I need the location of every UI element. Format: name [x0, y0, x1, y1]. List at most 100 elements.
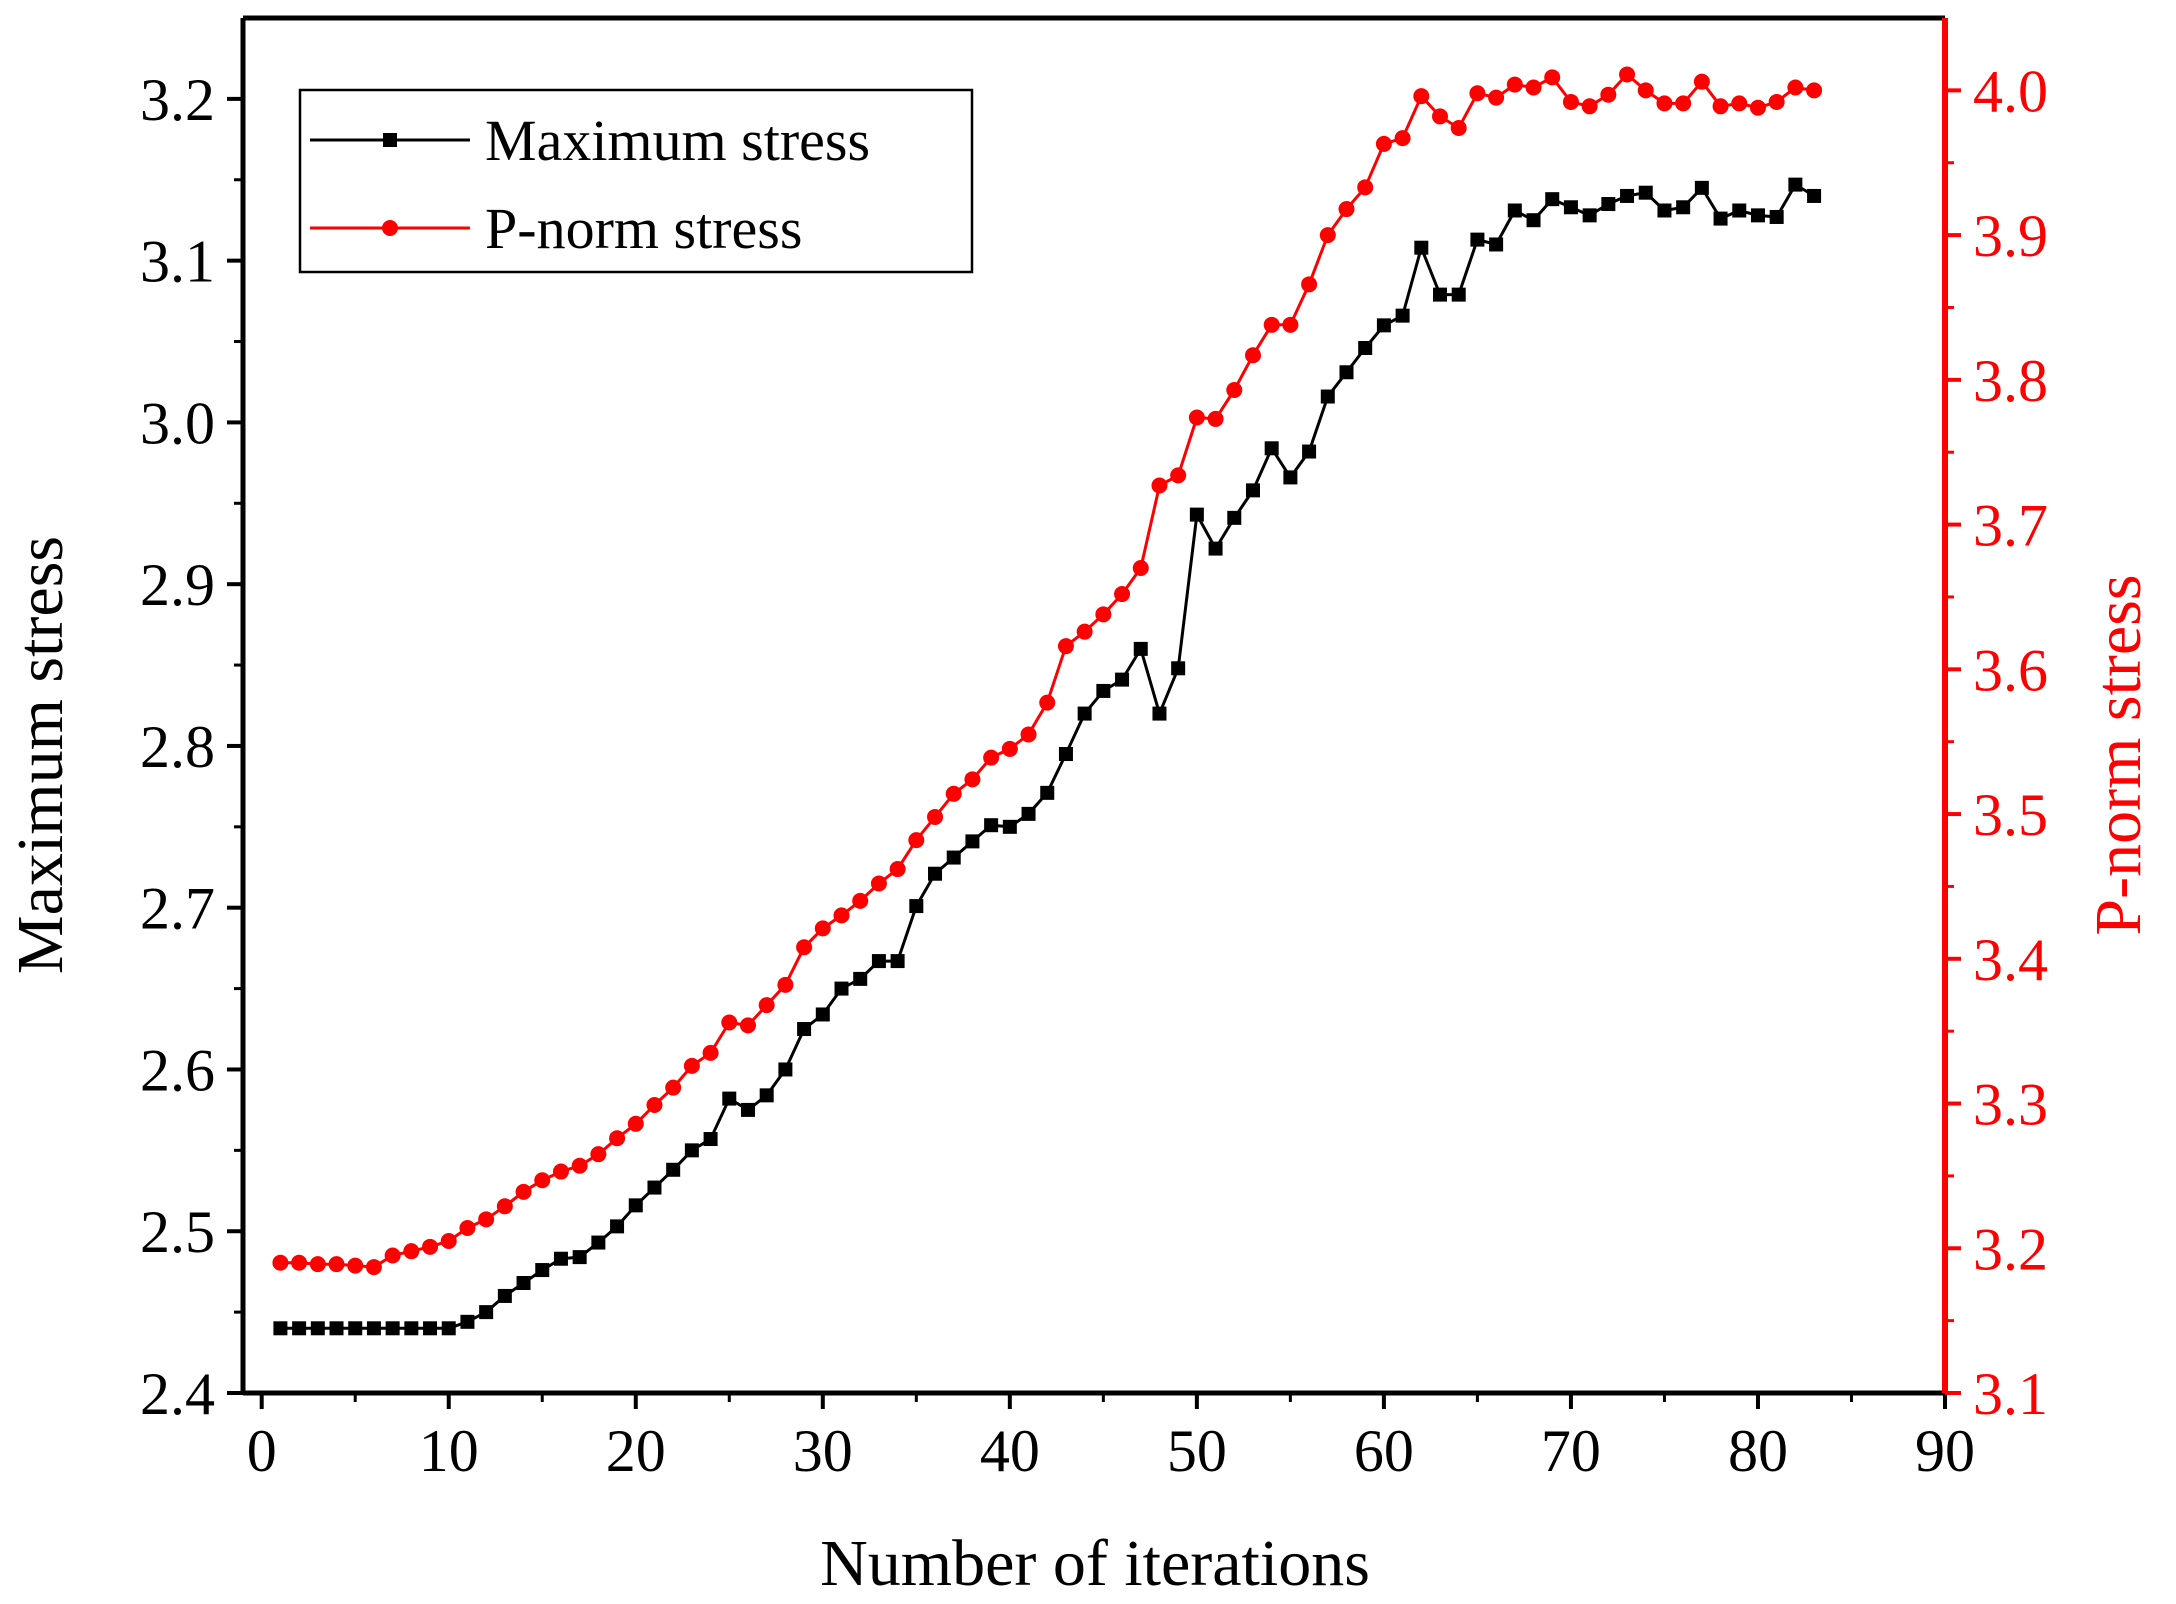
data-point-p-norm-stress-36	[927, 808, 944, 825]
data-point-p-norm-stress-80	[1749, 99, 1766, 116]
right-tick-label-3-3: 3.3	[1973, 1072, 2048, 1138]
left-tick-label-2-4: 2.4	[140, 1361, 215, 1427]
data-point-maximum-stress-22	[666, 1162, 681, 1177]
data-point-maximum-stress-51	[1208, 541, 1223, 556]
data-point-p-norm-stress-3	[309, 1256, 326, 1273]
x-tick-label-80: 80	[1728, 1418, 1788, 1484]
left-tick-label-2-5: 2.5	[140, 1199, 215, 1265]
data-point-p-norm-stress-5	[347, 1257, 364, 1274]
data-point-maximum-stress-67	[1507, 203, 1522, 218]
data-point-maximum-stress-1	[273, 1321, 288, 1336]
right-tick-label-3-7: 3.7	[1973, 493, 2048, 559]
data-point-p-norm-stress-58	[1338, 201, 1355, 218]
legend-marker-maximum-stress	[383, 133, 397, 147]
data-point-p-norm-stress-15	[534, 1172, 551, 1189]
data-point-maximum-stress-26	[740, 1102, 755, 1117]
data-point-maximum-stress-28	[778, 1062, 793, 1077]
data-point-maximum-stress-41	[1021, 806, 1036, 821]
data-point-p-norm-stress-1	[272, 1254, 289, 1271]
data-point-p-norm-stress-13	[496, 1198, 513, 1215]
data-point-p-norm-stress-44	[1076, 623, 1093, 640]
data-point-p-norm-stress-27	[758, 997, 775, 1014]
legend-label-maximum-stress: Maximum stress	[485, 108, 870, 173]
left-tick-label-2-6: 2.6	[140, 1037, 215, 1103]
data-point-p-norm-stress-30	[814, 920, 831, 937]
data-point-p-norm-stress-65	[1469, 85, 1486, 102]
data-point-maximum-stress-54	[1264, 441, 1279, 456]
data-point-maximum-stress-70	[1563, 200, 1578, 215]
data-point-p-norm-stress-50	[1188, 409, 1205, 426]
data-point-maximum-stress-15	[535, 1263, 550, 1278]
data-point-maximum-stress-10	[441, 1321, 456, 1336]
data-point-p-norm-stress-75	[1656, 95, 1673, 112]
data-point-p-norm-stress-38	[964, 771, 981, 788]
data-point-p-norm-stress-33	[870, 875, 887, 892]
data-point-maximum-stress-78	[1713, 211, 1728, 226]
data-point-maximum-stress-19	[610, 1219, 625, 1234]
data-point-p-norm-stress-41	[1020, 726, 1037, 743]
data-point-maximum-stress-23	[684, 1143, 699, 1158]
data-point-maximum-stress-13	[497, 1288, 512, 1303]
data-point-maximum-stress-63	[1433, 287, 1448, 302]
data-point-maximum-stress-74	[1638, 185, 1653, 200]
tick-layer	[227, 88, 1961, 1409]
right-tick-label-3-9: 3.9	[1973, 203, 2048, 269]
right-tick-label-3-4: 3.4	[1973, 927, 2048, 993]
label-layer: 0 10 20 30 40 50 60 70 80 90 2.4 2.5 2.6 2.7 2.8 2.9 3.0…	[140, 58, 2048, 1484]
data-point-p-norm-stress-7	[384, 1247, 401, 1264]
data-point-p-norm-stress-8	[403, 1243, 420, 1260]
data-point-p-norm-stress-49	[1170, 467, 1187, 484]
data-point-maximum-stress-35	[909, 899, 924, 914]
data-point-p-norm-stress-59	[1357, 179, 1374, 196]
data-point-p-norm-stress-63	[1432, 108, 1449, 125]
data-point-p-norm-stress-71	[1581, 98, 1598, 115]
data-point-maximum-stress-34	[890, 954, 905, 969]
series-maximum-stress	[273, 177, 1822, 1336]
data-point-maximum-stress-64	[1451, 287, 1466, 302]
data-point-p-norm-stress-35	[908, 832, 925, 849]
data-point-p-norm-stress-19	[609, 1130, 626, 1147]
data-point-maximum-stress-12	[479, 1305, 494, 1320]
data-point-p-norm-stress-42	[1039, 694, 1056, 711]
data-point-maximum-stress-52	[1227, 510, 1242, 525]
left-axis-title: Maximum stress	[4, 536, 77, 974]
data-point-p-norm-stress-39	[983, 749, 1000, 766]
data-point-maximum-stress-8	[404, 1321, 419, 1336]
data-point-p-norm-stress-53	[1244, 347, 1261, 364]
x-tick-label-0: 0	[247, 1418, 277, 1484]
left-tick-label-3-0: 3.0	[140, 390, 215, 456]
data-point-maximum-stress-36	[928, 866, 943, 881]
data-point-p-norm-stress-45	[1095, 606, 1112, 623]
data-point-maximum-stress-55	[1283, 470, 1298, 485]
data-point-maximum-stress-20	[628, 1198, 643, 1213]
data-point-p-norm-stress-26	[739, 1017, 756, 1034]
data-point-maximum-stress-83	[1807, 188, 1822, 203]
data-point-p-norm-stress-43	[1057, 638, 1074, 655]
data-point-p-norm-stress-82	[1787, 79, 1804, 96]
x-tick-label-10: 10	[419, 1418, 479, 1484]
data-point-p-norm-stress-57	[1319, 227, 1336, 244]
left-tick-label-3-1: 3.1	[140, 229, 215, 295]
legend: Maximum stress P-norm stress	[298, 88, 974, 274]
data-point-p-norm-stress-83	[1806, 82, 1823, 99]
data-point-maximum-stress-14	[516, 1276, 531, 1290]
left-tick-label-2-9: 2.9	[140, 552, 215, 618]
data-point-p-norm-stress-14	[515, 1183, 532, 1200]
data-point-p-norm-stress-78	[1712, 98, 1729, 115]
data-point-maximum-stress-71	[1582, 208, 1597, 223]
right-tick-label-3-5: 3.5	[1973, 782, 2048, 848]
data-point-maximum-stress-57	[1320, 389, 1335, 404]
data-point-maximum-stress-66	[1489, 237, 1504, 252]
data-point-maximum-stress-9	[423, 1321, 438, 1336]
data-point-p-norm-stress-76	[1675, 95, 1692, 112]
x-tick-label-50: 50	[1167, 1418, 1227, 1484]
data-point-p-norm-stress-28	[777, 976, 794, 993]
data-point-maximum-stress-59	[1358, 341, 1373, 355]
data-point-maximum-stress-43	[1058, 747, 1073, 762]
data-point-maximum-stress-27	[759, 1088, 774, 1103]
data-point-p-norm-stress-69	[1544, 69, 1561, 86]
data-point-p-norm-stress-60	[1375, 135, 1392, 152]
data-point-p-norm-stress-23	[683, 1057, 700, 1074]
data-point-p-norm-stress-2	[291, 1254, 308, 1271]
right-tick-label-4-0: 4.0	[1973, 58, 2048, 124]
